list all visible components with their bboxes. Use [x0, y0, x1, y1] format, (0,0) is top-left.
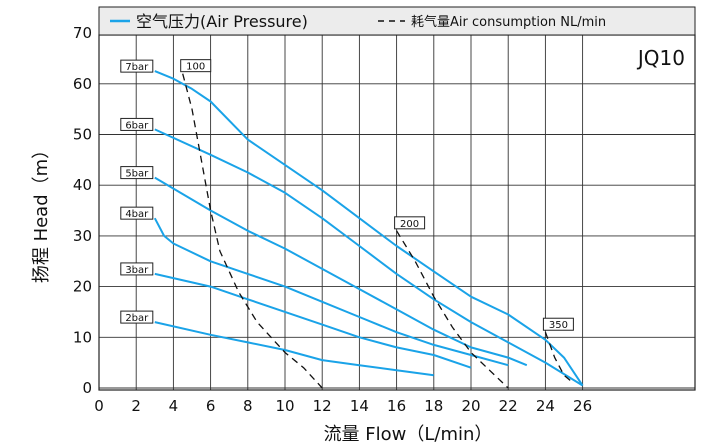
air-consumption-curves — [182, 73, 574, 389]
air-label-box — [394, 216, 426, 230]
y-tick-label: 40 — [73, 176, 92, 194]
pressure-curve-3bar — [154, 272, 472, 369]
x-tick-label: 12 — [313, 397, 332, 415]
x-tick-label: 6 — [206, 397, 216, 415]
pressure-label-6bar: 6bar — [125, 120, 149, 131]
x-tick-label: 24 — [536, 397, 555, 415]
pressure-curves — [153, 70, 584, 387]
pressure-label-5bar: 5bar — [125, 169, 149, 180]
pressure-curve-2bar — [154, 321, 434, 377]
pressure-curve-6bar — [154, 128, 584, 387]
air-consumption-curve-200 — [396, 230, 509, 389]
x-tick-label: 20 — [461, 397, 480, 415]
y-tick-label: 70 — [73, 24, 92, 42]
pressure-label-box — [120, 206, 154, 220]
y-tick-label: 30 — [73, 227, 92, 245]
air-label-box — [542, 317, 574, 331]
legend: 空气压力(Air Pressure) 耗气量Air consumption NL… — [98, 6, 696, 36]
pressure-label-box — [120, 262, 154, 276]
x-tick-label: 2 — [131, 397, 141, 415]
pressure-curve-7bar — [154, 70, 584, 387]
x-tick-label: 26 — [573, 397, 592, 415]
pressure-label-7bar: 7bar — [125, 62, 149, 73]
y-tick-label: 50 — [73, 126, 92, 144]
grid-lines — [99, 35, 695, 390]
air-label-100: 100 — [186, 62, 205, 73]
y-tick-label: 10 — [73, 328, 92, 346]
pressure-label-box — [120, 59, 154, 73]
chart-title: JQ10 — [636, 46, 685, 70]
y-tick-label: 60 — [73, 75, 92, 93]
y-tick-label: 0 — [82, 379, 92, 397]
x-tick-label: 18 — [424, 397, 443, 415]
x-tick-label: 16 — [387, 397, 406, 415]
legend-box — [98, 6, 696, 36]
air-label-350: 350 — [549, 320, 568, 331]
air-label-box — [180, 59, 212, 73]
x-tick-label: 10 — [275, 397, 294, 415]
x-tick-label: 4 — [169, 397, 179, 415]
x-tick-label: 22 — [499, 397, 518, 415]
x-tick-label: 0 — [94, 397, 104, 415]
x-axis-label: 流量 Flow（L/min） — [324, 424, 493, 445]
pressure-curve-4bar — [153, 217, 509, 367]
y-axis-label: 扬程 Head（m） — [31, 141, 52, 283]
legend-air-label: 耗气量Air consumption NL/min — [411, 14, 606, 30]
pressure-label-box — [120, 166, 154, 180]
y-tick-label: 20 — [73, 278, 92, 296]
air-consumption-curve-350 — [544, 331, 574, 384]
pressure-label-2bar: 2bar — [125, 313, 149, 324]
pressure-label-box — [120, 310, 154, 324]
pressure-label-box — [120, 117, 154, 131]
pressure-curve-5bar — [154, 176, 528, 367]
x-tick-label: 8 — [243, 397, 253, 415]
pressure-label-3bar: 3bar — [125, 265, 149, 276]
curve-labels: 7bar 6bar 5bar 4bar 3bar 2bar 100 200 350 — [120, 59, 574, 331]
pressure-label-4bar: 4bar — [125, 209, 149, 220]
air-label-200: 200 — [400, 219, 419, 230]
legend-pressure-label: 空气压力(Air Pressure) — [136, 12, 308, 31]
air-consumption-curve-100 — [182, 73, 323, 389]
x-tick-label: 14 — [350, 397, 369, 415]
